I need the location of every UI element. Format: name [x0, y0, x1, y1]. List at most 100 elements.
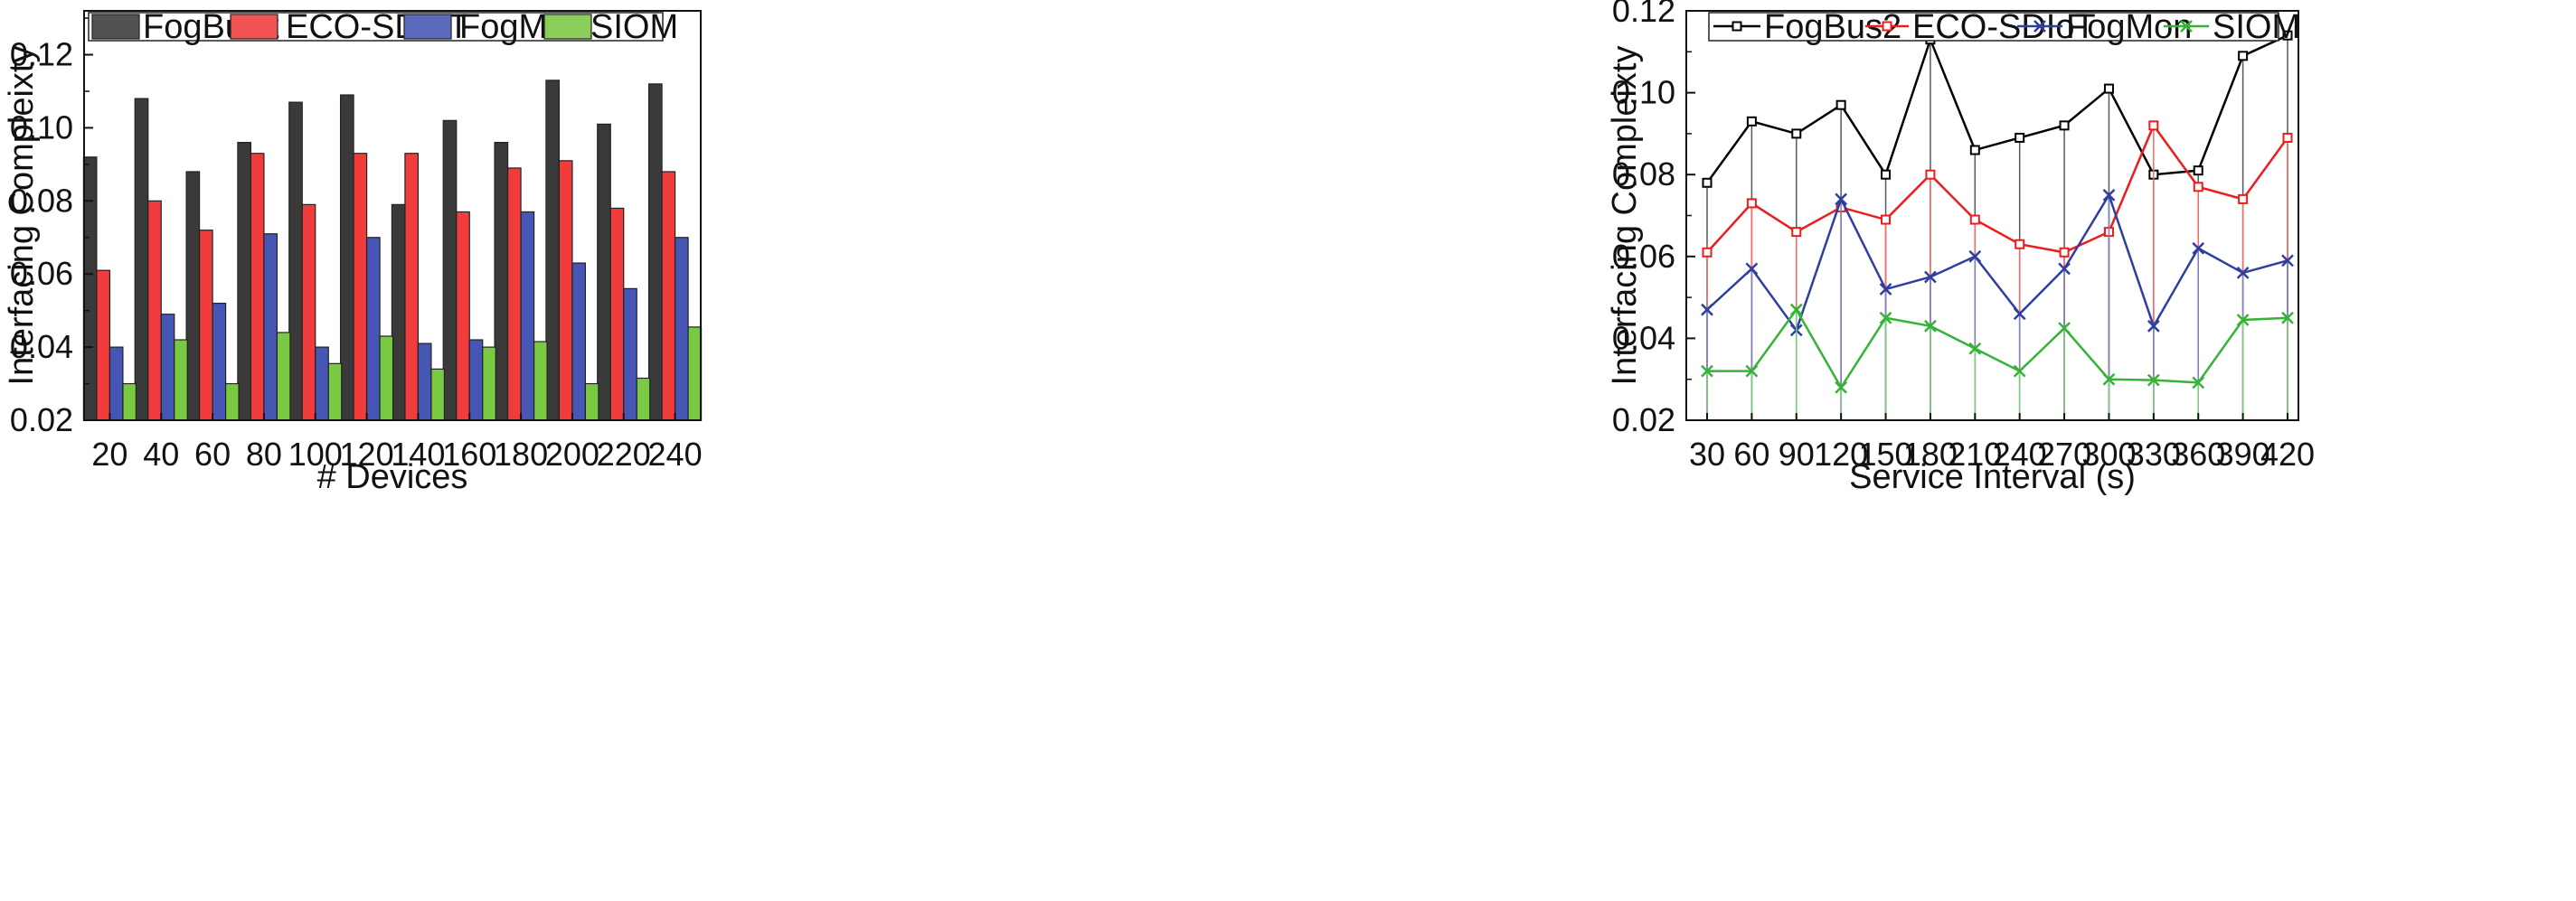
bar [82, 156, 98, 421]
bar [237, 142, 252, 421]
x-tick-label: 40 [143, 436, 179, 473]
x-tick-label: 30 [1689, 436, 1725, 473]
series-line [1706, 123, 2289, 254]
x-tick-label: 150 [1858, 436, 1912, 473]
data-point [1835, 192, 1848, 206]
data-point [2193, 165, 2203, 176]
data-point [2058, 322, 2071, 334]
bar [482, 346, 496, 421]
bar [623, 287, 637, 421]
x-tick-label: 200 [545, 436, 599, 473]
legend-swatch [91, 14, 140, 40]
x-axis-label: Service Interval (s) [1849, 458, 2136, 496]
x-tick-label: 220 [597, 436, 651, 473]
y-tick-label: 0.04 [1612, 319, 1675, 356]
x-tick-label: 60 [1733, 436, 1769, 473]
y-tick-label: 0.08 [1612, 155, 1675, 192]
bar [545, 80, 561, 421]
y-tick-label: 0.12 [1612, 0, 1675, 29]
bar [533, 341, 548, 421]
bar [609, 207, 625, 421]
x-axis-label: # Devices [317, 458, 468, 496]
x-tick-label: 390 [2216, 436, 2270, 473]
x-tick-label: 120 [1814, 436, 1868, 473]
data-point [1925, 169, 1936, 180]
bar [404, 153, 420, 421]
data-point [1969, 214, 1980, 225]
data-point [2193, 182, 2203, 192]
y-axis-label: Interfacing Compleixty [1606, 46, 1644, 386]
bar [430, 368, 446, 421]
data-point [1791, 227, 1802, 238]
bar [647, 83, 663, 421]
legend-label: SIOM [2213, 8, 2300, 46]
data-point [2282, 132, 2293, 143]
x-tick-label: 270 [2037, 436, 2091, 473]
data-point [2013, 307, 2026, 321]
data-point [2103, 83, 2114, 94]
legend-marker [2033, 20, 2046, 33]
data-point [2059, 247, 2070, 258]
series-fogbus2 [82, 80, 663, 421]
series-fogmon [109, 211, 689, 421]
bar [134, 98, 149, 421]
x-tick-label: 80 [246, 436, 282, 473]
x-tick-label: 20 [91, 436, 127, 473]
data-point [1924, 319, 1937, 333]
plot-frame [1685, 10, 2299, 421]
bar-chart-devices: 0.02 0.04 0.06 0.08 0.10 0.12 20 40 60 80 10012014… [3, 8, 703, 496]
bar [198, 230, 213, 421]
data-point [1835, 99, 1846, 110]
data-point [1879, 283, 1892, 296]
bar [327, 362, 343, 421]
legend-marker [2180, 20, 2193, 33]
bar [456, 211, 470, 421]
bar [174, 339, 188, 421]
data-point [2282, 30, 2293, 41]
data-point [2281, 254, 2294, 267]
data-point [1701, 303, 1713, 316]
data-point [2238, 193, 2249, 204]
data-point [2102, 188, 2116, 202]
data-point [1746, 198, 1757, 209]
bar [185, 171, 201, 421]
data-point [1789, 303, 1803, 316]
bar [160, 314, 175, 421]
y-tick-label: 0.02 [1612, 401, 1675, 438]
x-tick-label: 240 [648, 436, 703, 473]
bar [558, 160, 573, 421]
bar [224, 382, 240, 421]
legend-label: SIOM [590, 8, 678, 46]
data-point [2015, 132, 2025, 143]
x-tick-label: 60 [194, 436, 231, 473]
bar [584, 382, 599, 421]
bar [212, 302, 227, 421]
bar [520, 211, 535, 421]
bar [687, 326, 703, 421]
plot-frame [83, 10, 702, 421]
data-point [1745, 262, 1759, 276]
x-tick-label: 330 [2127, 436, 2181, 473]
bar [109, 346, 124, 421]
y-tick-label: 0.04 [10, 328, 73, 365]
data-point [1702, 247, 1713, 258]
data-point [2236, 314, 2250, 326]
data-point [2238, 51, 2249, 61]
data-point [2059, 120, 2070, 131]
bar [301, 203, 316, 421]
x-tick-label: 210 [1948, 436, 2002, 473]
bar [339, 94, 354, 421]
series-siom [1701, 303, 2294, 420]
x-tick-label: 160 [442, 436, 496, 473]
data-point [2281, 311, 2294, 324]
data-point [1835, 380, 1848, 394]
y-tick-label: 0.10 [10, 108, 73, 145]
data-point [1968, 342, 1982, 355]
x-tick-label: 420 [2260, 436, 2315, 473]
bar [597, 123, 611, 421]
bar [506, 167, 522, 421]
data-point [2013, 364, 2026, 378]
bar [288, 101, 303, 421]
